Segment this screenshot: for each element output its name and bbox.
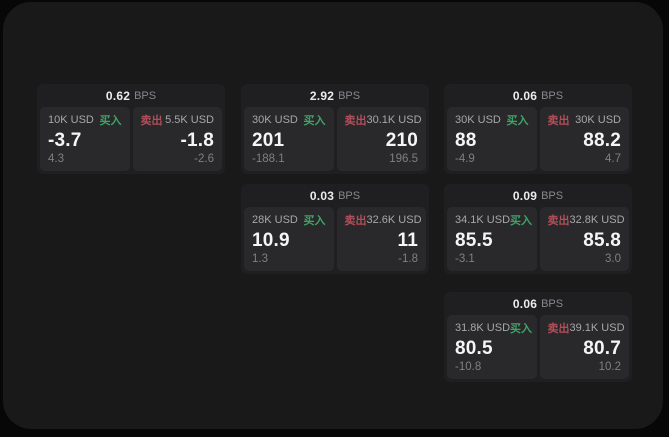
card-header: 2.92 BPS [241, 84, 429, 107]
card-body: 28K USD 买入 10.9 1.3 卖出 32.6K USD 11 -1.8 [241, 207, 429, 274]
card-header: 0.09 BPS [444, 184, 632, 207]
sell-side-label: 卖出 [547, 323, 570, 335]
sell-amount: 30K USD [575, 114, 621, 126]
buy-price: 10.9 [252, 229, 290, 251]
sell-quote-panel[interactable]: 卖出 5.5K USD -1.8 -2.6 [132, 107, 222, 171]
sell-secondary-value: 3.0 [605, 253, 621, 265]
buy-amount: 10K USD [48, 114, 94, 126]
bps-suffix-label: BPS [134, 89, 157, 102]
buy-secondary-value: 4.3 [48, 153, 64, 165]
sell-price: 85.8 [583, 229, 621, 251]
sell-price: 88.2 [583, 129, 621, 151]
buy-price: -3.7 [48, 129, 82, 151]
card-header: 0.06 BPS [444, 84, 632, 107]
sell-secondary-value: -1.8 [398, 253, 418, 265]
sell-secondary-value: -2.6 [194, 153, 214, 165]
buy-side-label: 买入 [506, 115, 529, 127]
buy-secondary-value: -4.9 [455, 153, 475, 165]
sell-amount: 32.8K USD [569, 214, 625, 226]
buy-side-label: 买入 [303, 215, 326, 227]
sell-amount: 39.1K USD [569, 322, 625, 334]
card-header: 0.03 BPS [241, 184, 429, 207]
bps-value: 0.62 [105, 88, 131, 103]
bps-value: 2.92 [309, 88, 335, 103]
buy-price: 201 [252, 129, 285, 151]
sell-side-label: 卖出 [547, 115, 570, 127]
card-header: 0.62 BPS [37, 84, 225, 107]
sell-amount: 32.6K USD [366, 214, 422, 226]
sell-side-label: 卖出 [140, 115, 163, 127]
buy-side-label: 买入 [510, 323, 533, 335]
sell-price: 210 [385, 129, 418, 151]
bps-value: 0.06 [512, 88, 538, 103]
sell-price: -1.8 [180, 129, 214, 151]
buy-secondary-value: -10.8 [455, 361, 482, 373]
buy-price: 88 [455, 129, 477, 151]
buy-amount: 30K USD [455, 114, 501, 126]
card-body: 10K USD 买入 -3.7 4.3 卖出 5.5K USD -1.8 -2.… [37, 107, 225, 174]
buy-quote-panel[interactable]: 10K USD 买入 -3.7 4.3 [40, 107, 130, 171]
sell-price: 80.7 [583, 337, 621, 359]
buy-amount: 34.1K USD [455, 214, 511, 226]
buy-secondary-value: 1.3 [252, 253, 268, 265]
buy-price: 85.5 [455, 229, 493, 251]
buy-quote-panel[interactable]: 31.8K USD 买入 80.5 -10.8 [447, 315, 537, 379]
buy-amount: 30K USD [252, 114, 298, 126]
bps-suffix-label: BPS [541, 189, 564, 202]
buy-quote-panel[interactable]: 34.1K USD 买入 85.5 -3.1 [447, 207, 537, 271]
quote-card: 0.03 BPS 28K USD 买入 10.9 1.3 卖出 32.6K US… [241, 184, 429, 274]
card-body: 34.1K USD 买入 85.5 -3.1 卖出 32.8K USD 85.8… [444, 207, 632, 274]
sell-side-label: 卖出 [547, 215, 570, 227]
bps-suffix-label: BPS [338, 189, 361, 202]
buy-side-label: 买入 [510, 215, 533, 227]
sell-side-label: 卖出 [344, 115, 367, 127]
bps-suffix-label: BPS [541, 297, 564, 310]
buy-side-label: 买入 [303, 115, 326, 127]
sell-quote-panel[interactable]: 卖出 32.6K USD 11 -1.8 [336, 207, 426, 271]
buy-quote-panel[interactable]: 30K USD 买入 201 -188.1 [244, 107, 334, 171]
sell-quote-panel[interactable]: 卖出 30.1K USD 210 196.5 [336, 107, 426, 171]
buy-amount: 31.8K USD [455, 322, 511, 334]
quote-card: 0.06 BPS 30K USD 买入 88 -4.9 卖出 30K USD [444, 84, 632, 174]
buy-side-label: 买入 [99, 115, 122, 127]
buy-amount: 28K USD [252, 214, 298, 226]
sell-quote-panel[interactable]: 卖出 39.1K USD 80.7 10.2 [539, 315, 629, 379]
bps-value: 0.06 [512, 296, 538, 311]
bps-suffix-label: BPS [338, 89, 361, 102]
bps-value: 0.09 [512, 188, 538, 203]
quote-card: 0.09 BPS 34.1K USD 买入 85.5 -3.1 卖出 32.8K… [444, 184, 632, 274]
sell-secondary-value: 196.5 [389, 153, 418, 165]
sell-secondary-value: 4.7 [605, 153, 621, 165]
bps-value: 0.03 [309, 188, 335, 203]
sell-quote-panel[interactable]: 卖出 32.8K USD 85.8 3.0 [539, 207, 629, 271]
buy-secondary-value: -3.1 [455, 253, 475, 265]
sell-quote-panel[interactable]: 卖出 30K USD 88.2 4.7 [539, 107, 629, 171]
quote-card: 0.06 BPS 31.8K USD 买入 80.5 -10.8 卖出 39.1… [444, 292, 632, 382]
buy-secondary-value: -188.1 [252, 153, 285, 165]
card-header: 0.06 BPS [444, 292, 632, 315]
buy-quote-panel[interactable]: 28K USD 买入 10.9 1.3 [244, 207, 334, 271]
sell-side-label: 卖出 [344, 215, 367, 227]
card-body: 30K USD 买入 88 -4.9 卖出 30K USD 88.2 4.7 [444, 107, 632, 174]
sell-price: 11 [397, 229, 418, 251]
sell-amount: 30.1K USD [366, 114, 422, 126]
bps-suffix-label: BPS [541, 89, 564, 102]
card-body: 31.8K USD 买入 80.5 -10.8 卖出 39.1K USD 80.… [444, 315, 632, 382]
sell-amount: 5.5K USD [165, 114, 214, 126]
sell-secondary-value: 10.2 [598, 361, 621, 373]
quote-card: 0.62 BPS 10K USD 买入 -3.7 4.3 卖出 5.5K USD [37, 84, 225, 174]
quotes-board: 0.62 BPS 10K USD 买入 -3.7 4.3 卖出 5.5K USD [3, 2, 663, 429]
card-body: 30K USD 买入 201 -188.1 卖出 30.1K USD 210 1… [241, 107, 429, 174]
buy-price: 80.5 [455, 337, 493, 359]
buy-quote-panel[interactable]: 30K USD 买入 88 -4.9 [447, 107, 537, 171]
quote-card: 2.92 BPS 30K USD 买入 201 -188.1 卖出 30.1K … [241, 84, 429, 174]
